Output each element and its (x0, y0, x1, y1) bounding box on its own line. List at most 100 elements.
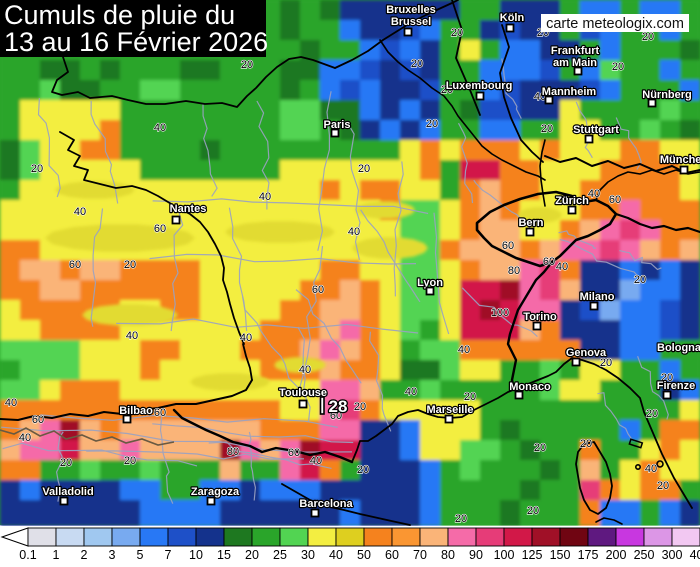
svg-text:20: 20 (580, 438, 592, 450)
svg-text:175: 175 (578, 548, 599, 562)
svg-text:60: 60 (69, 259, 81, 271)
svg-text:100: 100 (491, 307, 509, 319)
svg-text:40: 40 (259, 191, 271, 203)
svg-text:70: 70 (413, 548, 427, 562)
svg-text:20: 20 (534, 442, 546, 454)
svg-text:200: 200 (606, 548, 627, 562)
svg-text:Frankfurt: Frankfurt (551, 45, 600, 57)
svg-text:25: 25 (273, 548, 287, 562)
svg-text:Bologna: Bologna (657, 342, 700, 354)
svg-text:Marseille: Marseille (426, 404, 473, 416)
svg-text:30: 30 (301, 548, 315, 562)
svg-text:20: 20 (600, 357, 612, 369)
svg-text:20: 20 (245, 548, 259, 562)
svg-text:Zaragoza: Zaragoza (191, 486, 240, 498)
svg-text:20: 20 (646, 408, 658, 420)
svg-text:20: 20 (358, 163, 370, 175)
svg-text:Nantes: Nantes (170, 203, 207, 215)
svg-text:20: 20 (455, 513, 467, 525)
svg-text:20: 20 (411, 58, 423, 70)
svg-text:20: 20 (441, 84, 453, 96)
svg-text:20: 20 (124, 455, 136, 467)
svg-text:20: 20 (657, 480, 669, 492)
svg-text:Milano: Milano (580, 291, 615, 303)
svg-text:7: 7 (165, 548, 172, 562)
svg-text:20: 20 (60, 457, 72, 469)
svg-text:Valladolid: Valladolid (42, 486, 93, 498)
svg-text:Lyon: Lyon (417, 277, 443, 289)
svg-text:20: 20 (464, 391, 476, 403)
svg-text:20: 20 (642, 31, 654, 43)
svg-text:Luxembourg: Luxembourg (446, 80, 513, 92)
svg-text:Mannheim: Mannheim (542, 86, 597, 98)
svg-text:60: 60 (154, 407, 166, 419)
svg-text:20: 20 (527, 505, 539, 517)
svg-text:50: 50 (357, 548, 371, 562)
svg-text:1: 1 (53, 548, 60, 562)
svg-text:40: 40 (556, 261, 568, 273)
svg-text:Paris: Paris (324, 119, 351, 131)
svg-text:0.1: 0.1 (19, 548, 36, 562)
svg-text:3: 3 (109, 548, 116, 562)
svg-text:40: 40 (405, 386, 417, 398)
svg-text:40: 40 (74, 206, 86, 218)
svg-text:am Main: am Main (553, 57, 597, 69)
svg-text:20: 20 (541, 123, 553, 135)
svg-text:40: 40 (458, 344, 470, 356)
svg-text:Toulouse: Toulouse (279, 387, 327, 399)
svg-text:60: 60 (32, 414, 44, 426)
svg-text:20: 20 (357, 464, 369, 476)
svg-text:20: 20 (634, 274, 646, 286)
svg-text:Torino: Torino (523, 311, 557, 323)
svg-text:40: 40 (329, 548, 343, 562)
svg-text:400: 400 (690, 548, 700, 562)
svg-text:Barcelona: Barcelona (299, 498, 353, 510)
svg-text:40: 40 (240, 332, 252, 344)
svg-text:10: 10 (189, 548, 203, 562)
svg-text:60: 60 (385, 548, 399, 562)
svg-text:Cumuls de pluie du: Cumuls de pluie du (4, 0, 235, 30)
svg-text:60: 60 (330, 410, 342, 422)
svg-text:40: 40 (154, 122, 166, 134)
svg-text:40: 40 (126, 330, 138, 342)
svg-text:Bern: Bern (518, 217, 543, 229)
svg-text:80: 80 (441, 548, 455, 562)
svg-text:80: 80 (508, 265, 520, 277)
svg-text:40: 40 (348, 226, 360, 238)
svg-text:München: München (660, 154, 700, 166)
svg-text:Brussel: Brussel (391, 16, 431, 28)
svg-text:80: 80 (227, 446, 239, 458)
svg-text:40: 40 (310, 455, 322, 467)
svg-text:13 au 16 Février 2026: 13 au 16 Février 2026 (4, 27, 268, 57)
svg-text:150: 150 (550, 548, 571, 562)
svg-text:Firenze: Firenze (657, 380, 696, 392)
svg-text:60: 60 (154, 223, 166, 235)
svg-text:250: 250 (634, 548, 655, 562)
svg-text:20: 20 (661, 372, 673, 384)
svg-text:20: 20 (451, 27, 463, 39)
svg-text:20: 20 (612, 61, 624, 73)
svg-text:carte meteologix.com: carte meteologix.com (546, 16, 684, 32)
svg-text:60: 60 (609, 194, 621, 206)
svg-text:100: 100 (494, 548, 515, 562)
svg-text:20: 20 (426, 118, 438, 130)
svg-text:40: 40 (5, 397, 17, 409)
svg-text:125: 125 (522, 548, 543, 562)
svg-text:20: 20 (31, 163, 43, 175)
svg-text:40: 40 (299, 364, 311, 376)
svg-text:60: 60 (312, 284, 324, 296)
svg-text:20: 20 (354, 401, 366, 413)
svg-text:5: 5 (137, 548, 144, 562)
svg-text:2: 2 (81, 548, 88, 562)
svg-text:20: 20 (241, 59, 253, 71)
svg-text:Genova: Genova (566, 347, 607, 359)
svg-text:90: 90 (469, 548, 483, 562)
svg-text:40: 40 (534, 91, 546, 103)
svg-text:28: 28 (329, 397, 348, 416)
svg-text:40: 40 (588, 188, 600, 200)
svg-text:60: 60 (288, 447, 300, 459)
svg-text:20: 20 (124, 259, 136, 271)
svg-text:Bruxelles: Bruxelles (386, 4, 436, 16)
svg-text:300: 300 (662, 548, 683, 562)
svg-text:40: 40 (645, 463, 657, 475)
